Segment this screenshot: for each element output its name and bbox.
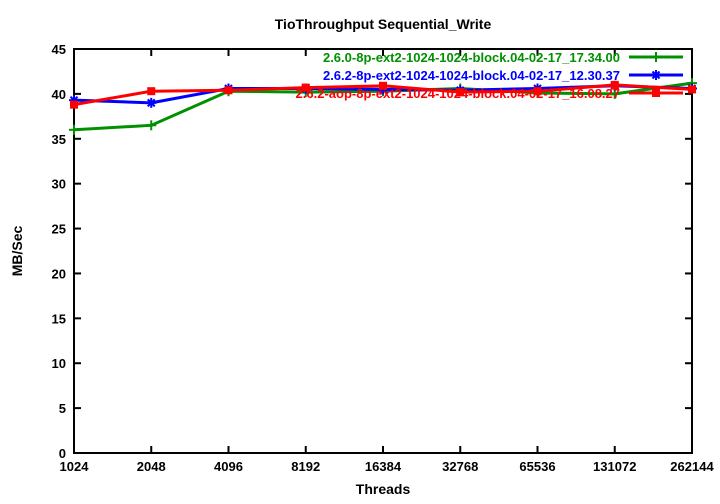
svg-text:45: 45 xyxy=(52,42,66,57)
legend-label: 2.6.2-aop-8p-ext2-1024-1024-block.04-02-… xyxy=(295,85,620,101)
svg-text:32768: 32768 xyxy=(442,459,478,474)
svg-text:15: 15 xyxy=(52,311,66,326)
legend-line-sample xyxy=(629,70,683,80)
legend-line-sample xyxy=(629,52,683,62)
legend-line-sample xyxy=(629,89,683,97)
svg-text:35: 35 xyxy=(52,132,66,147)
svg-text:4096: 4096 xyxy=(214,459,243,474)
svg-text:5: 5 xyxy=(59,401,66,416)
legend-item: 2.6.2-8p-ext2-1024-1024-block.04-02-17_1… xyxy=(296,66,684,84)
legend-label: 2.6.2-8p-ext2-1024-1024-block.04-02-17_1… xyxy=(322,67,620,83)
svg-text:8192: 8192 xyxy=(291,459,320,474)
svg-text:2048: 2048 xyxy=(137,459,166,474)
svg-text:10: 10 xyxy=(52,356,66,371)
chart-title: TioThroughput Sequential_Write xyxy=(274,16,492,32)
svg-text:65536: 65536 xyxy=(519,459,555,474)
svg-text:40: 40 xyxy=(52,87,66,102)
svg-text:20: 20 xyxy=(52,266,66,281)
svg-text:30: 30 xyxy=(52,177,66,192)
legend-label: 2.6.0-8p-ext2-1024-1024-block.04-02-17_1… xyxy=(322,49,620,65)
legend-item: 2.6.0-8p-ext2-1024-1024-block.04-02-17_1… xyxy=(296,48,684,66)
svg-text:16384: 16384 xyxy=(365,459,402,474)
svg-text:262144: 262144 xyxy=(670,459,714,474)
x-axis-label: Threads xyxy=(355,481,411,497)
svg-text:25: 25 xyxy=(52,222,66,237)
legend: 2.6.0-8p-ext2-1024-1024-block.04-02-17_1… xyxy=(296,48,684,102)
svg-text:1024: 1024 xyxy=(60,459,90,474)
svg-text:131072: 131072 xyxy=(593,459,636,474)
legend-item: 2.6.2-aop-8p-ext2-1024-1024-block.04-02-… xyxy=(296,84,684,102)
svg-text:0: 0 xyxy=(59,446,66,461)
